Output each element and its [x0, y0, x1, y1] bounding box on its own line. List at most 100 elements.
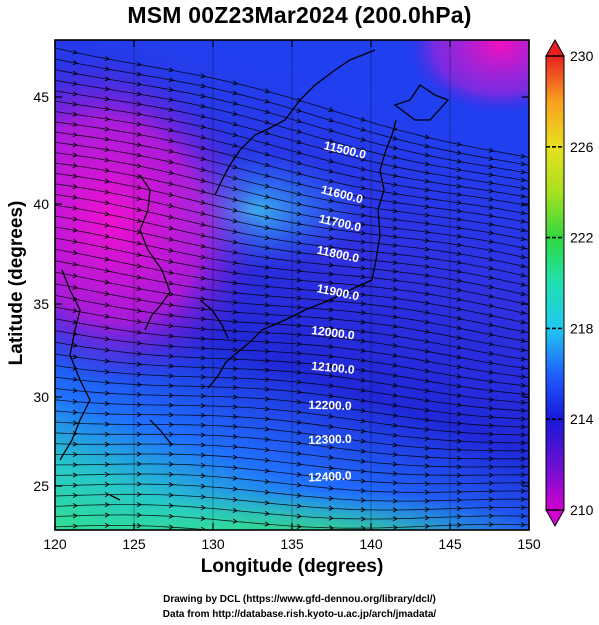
wind-arrow	[200, 473, 206, 479]
wind-arrow	[264, 416, 270, 422]
wind-arrow	[232, 196, 238, 202]
wind-arrow	[328, 316, 334, 322]
x-tick-label: 145	[438, 536, 462, 552]
wind-arrow	[520, 464, 526, 470]
wind-arrow	[104, 222, 110, 228]
wind-arrow	[104, 96, 110, 102]
wind-arrow	[104, 471, 110, 477]
wind-arrow	[488, 405, 494, 411]
wind-arrow	[264, 348, 270, 354]
wind-arrow	[488, 147, 494, 153]
wind-arrow	[232, 90, 238, 96]
wind-arrow	[200, 254, 206, 260]
wind-arrow	[136, 329, 142, 335]
wind-arrow	[72, 462, 78, 468]
wind-arrow	[104, 431, 110, 437]
wind-arrow	[104, 369, 110, 375]
wind-arrow	[72, 307, 78, 313]
wind-arrow	[72, 273, 78, 279]
wind-arrow	[200, 306, 206, 312]
wind-arrow	[168, 170, 174, 176]
wind-arrow	[456, 242, 462, 248]
x-tick-label: 125	[122, 536, 146, 552]
contour-label: 12300.0	[308, 432, 352, 447]
wind-arrow	[168, 383, 174, 389]
wind-arrow	[264, 140, 270, 146]
wind-arrow	[104, 178, 110, 184]
wind-arrow	[424, 454, 430, 460]
wind-arrow	[360, 175, 366, 181]
wind-arrow	[136, 285, 142, 291]
wind-arrow	[392, 402, 398, 408]
wind-arrow	[72, 205, 78, 211]
wind-arrow	[296, 313, 302, 319]
wind-arrow	[328, 197, 334, 203]
streamline	[55, 194, 529, 278]
wind-arrow	[328, 216, 334, 222]
wind-arrow	[200, 345, 206, 351]
wind-arrow	[424, 272, 430, 278]
wind-arrow	[456, 373, 462, 379]
wind-arrow	[456, 233, 462, 239]
wind-arrow	[168, 291, 174, 297]
wind-arrow	[200, 232, 206, 238]
credit-drawing: Drawing by DCL (https://www.gfd-dennou.o…	[163, 594, 436, 605]
wind-arrow	[168, 422, 174, 428]
wind-arrow	[232, 434, 238, 440]
colorbar-max-triangle	[545, 38, 565, 57]
wind-arrow	[264, 235, 270, 241]
wind-arrow	[488, 188, 494, 194]
wind-arrow	[360, 221, 366, 227]
wind-arrow	[488, 196, 494, 202]
wind-arrow	[392, 286, 398, 292]
wind-arrow	[232, 414, 238, 420]
wind-arrow	[456, 447, 462, 453]
wind-arrow	[392, 135, 398, 141]
magenta-region-west	[55, 53, 264, 387]
wind-arrow	[104, 421, 110, 427]
wind-arrow	[328, 178, 334, 184]
streamline	[55, 353, 529, 404]
wind-arrow	[360, 347, 366, 353]
wind-arrow	[296, 149, 302, 155]
wind-arrow	[72, 132, 78, 138]
wind-arrow	[392, 208, 398, 214]
wind-arrow	[456, 296, 462, 302]
wind-arrow	[104, 116, 110, 122]
wind-arrow	[296, 230, 302, 236]
streamline	[55, 162, 529, 250]
streamline	[55, 483, 529, 502]
wind-arrow	[392, 333, 398, 339]
wind-arrow	[520, 448, 526, 454]
wind-arrow	[488, 155, 494, 161]
wind-arrow	[392, 516, 398, 522]
wind-arrow	[232, 497, 238, 503]
y-tick-label: 30	[33, 389, 49, 405]
wind-arrow	[200, 412, 206, 418]
wind-arrow	[392, 259, 398, 266]
wind-arrow	[232, 384, 238, 391]
wind-arrow	[488, 322, 494, 328]
wind-arrow	[520, 488, 526, 494]
wind-arrow	[232, 337, 238, 343]
wind-arrow	[136, 308, 142, 314]
streamline	[55, 421, 529, 452]
wind-arrow	[360, 488, 366, 494]
wind-arrow	[232, 375, 238, 381]
wind-arrow	[72, 152, 78, 158]
wind-arrow	[392, 489, 398, 495]
wind-arrow	[232, 207, 238, 213]
wind-arrow	[136, 351, 142, 357]
streamline	[55, 432, 529, 460]
wind-arrow	[328, 485, 334, 491]
wind-arrow	[424, 378, 430, 384]
wind-arrow	[264, 183, 270, 189]
wind-arrow	[360, 136, 366, 142]
wind-arrow	[264, 521, 270, 527]
wind-arrow	[168, 159, 174, 165]
wind-arrow	[264, 245, 270, 251]
wind-arrow	[168, 192, 174, 198]
wind-arrow	[424, 178, 430, 184]
wind-arrow	[72, 451, 78, 458]
streamline	[55, 443, 529, 468]
